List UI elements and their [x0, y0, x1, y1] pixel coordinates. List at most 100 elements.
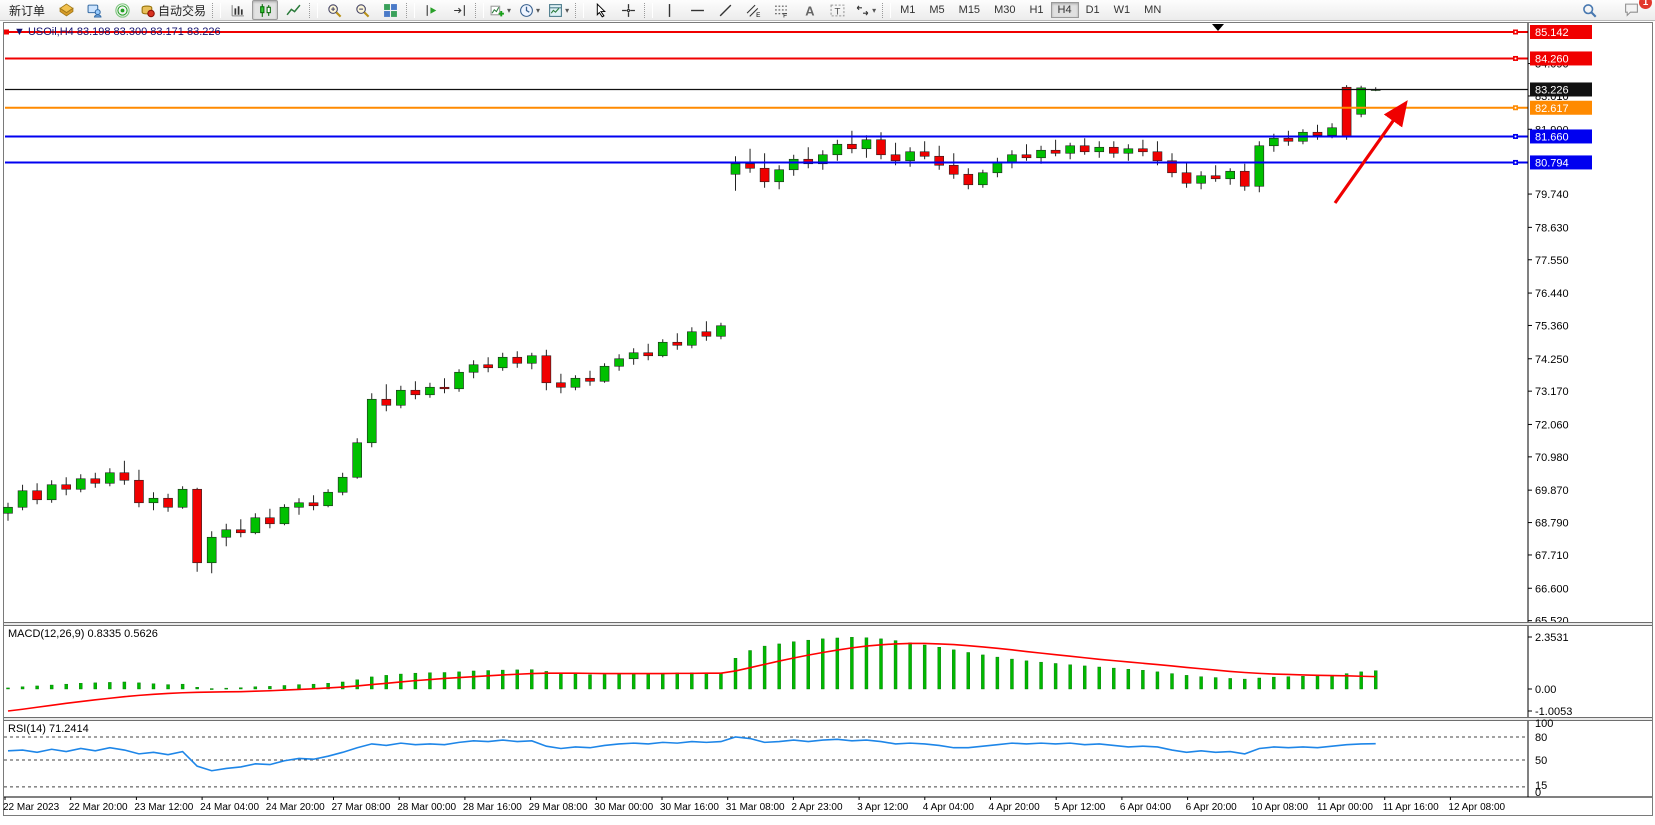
- line-handle-dot: [1514, 161, 1517, 164]
- macd-histogram-bar: [1286, 676, 1291, 690]
- timeframe-button-m5[interactable]: M5: [929, 4, 945, 16]
- time-tick-label: 31 Mar 08:00: [726, 802, 785, 813]
- candlestick-chart-icon[interactable]: [252, 0, 279, 20]
- candle: [352, 438, 363, 479]
- templates-icon[interactable]: ▾: [545, 0, 572, 20]
- candle: [46, 480, 57, 503]
- candle-body-bull: [1065, 145, 1075, 154]
- text-icon[interactable]: A: [796, 0, 822, 20]
- new-order-button[interactable]: 新订单: [3, 0, 51, 20]
- chat-notifications-button[interactable]: 1: [1617, 0, 1652, 20]
- candle-body-bull: [861, 139, 872, 150]
- periods-icon[interactable]: ▾: [516, 0, 543, 20]
- macd-histogram-bar: [137, 682, 141, 690]
- macd-histogram-bar: [1373, 670, 1378, 690]
- zoom-out-icon[interactable]: [349, 0, 375, 20]
- crosshair-icon[interactable]: [615, 0, 641, 20]
- candle: [221, 523, 232, 547]
- shapes-icon[interactable]: ▾: [852, 0, 879, 20]
- timeframe-button-m1[interactable]: M1: [900, 4, 916, 16]
- vertical-line-icon[interactable]: [656, 0, 682, 20]
- indicators-icon-dropdown-arrow[interactable]: ▾: [507, 5, 512, 15]
- candle: [599, 363, 610, 383]
- timeframe-button-h4[interactable]: H4: [1050, 2, 1079, 18]
- candle-body-bear: [876, 139, 886, 156]
- search-icon[interactable]: [1576, 0, 1602, 20]
- market-watch-icon[interactable]: [53, 0, 79, 20]
- timeframe-button-w1[interactable]: W1: [1113, 4, 1131, 16]
- line-handle-dot: [1514, 57, 1517, 60]
- navigator-icon[interactable]: [81, 0, 107, 20]
- indicators-icon[interactable]: ▾: [487, 0, 514, 20]
- candle: [1065, 142, 1075, 160]
- templates-icon-dropdown-arrow[interactable]: ▾: [565, 5, 570, 15]
- time-tick-label: 5 Apr 12:00: [1054, 802, 1106, 813]
- trendline-icon[interactable]: [712, 0, 738, 20]
- time-tick-label: 22 Mar 2023: [3, 802, 60, 813]
- candle-body-bear: [1021, 154, 1032, 159]
- macd-histogram-bar: [64, 683, 68, 690]
- panel-splitter[interactable]: [4, 622, 1652, 626]
- candle: [759, 153, 770, 188]
- tile-windows-icon[interactable]: [377, 0, 403, 20]
- channel-icon[interactable]: E: [740, 0, 766, 20]
- panel-splitter[interactable]: [4, 717, 1652, 721]
- chart-canvas[interactable]: 84.09083.01081.90079.74078.63077.55076.4…: [0, 21, 1655, 825]
- candle-body-bull: [425, 386, 435, 396]
- candle: [1356, 85, 1366, 118]
- fibonacci-icon[interactable]: F: [768, 0, 794, 20]
- macd-histogram-bar: [1301, 676, 1305, 690]
- ohlc-toggle-icon[interactable]: ▼: [14, 26, 25, 38]
- macd-histogram-bar: [1097, 666, 1101, 690]
- horizontal-line-icon[interactable]: [684, 0, 710, 20]
- autotrading-button[interactable]: 自动交易: [137, 0, 209, 20]
- macd-histogram-bar: [297, 684, 301, 690]
- symbol-ohlc-header: ▼ USOil,H4 83.198 83.300 83.171 83.226: [14, 26, 221, 38]
- candle-body-bear: [1050, 149, 1061, 154]
- price-axis[interactable]: 84.09083.01081.90079.74078.63077.55076.4…: [1527, 23, 1592, 797]
- timeframe-button-h1[interactable]: H1: [1029, 4, 1044, 16]
- candle: [410, 381, 421, 400]
- candle-body-bear: [1167, 160, 1177, 174]
- candle: [206, 531, 217, 574]
- macd-histogram-bar: [1039, 661, 1043, 690]
- chat-icon[interactable]: [1618, 0, 1644, 20]
- candle-body-bear: [90, 478, 101, 484]
- macd-histogram-bar: [631, 673, 636, 690]
- macd-histogram-bar: [151, 683, 156, 690]
- candle: [1050, 139, 1061, 157]
- timeframe-button-d1[interactable]: D1: [1085, 4, 1100, 16]
- candle: [1254, 141, 1265, 193]
- text-label-icon[interactable]: T: [824, 0, 850, 20]
- candle-body-bull: [105, 472, 115, 484]
- chart-shift-marker[interactable]: [1212, 24, 1224, 31]
- shapes-icon-dropdown-arrow[interactable]: ▾: [872, 5, 877, 15]
- cursor-icon[interactable]: [587, 0, 613, 20]
- candle-body-bull: [221, 529, 232, 538]
- line-handle[interactable]: [4, 29, 9, 35]
- macd-signal-line: [7, 642, 1376, 712]
- candle-body-bull: [352, 442, 363, 478]
- timeframe-button-mn[interactable]: MN: [1144, 4, 1162, 16]
- bar-chart-icon[interactable]: [224, 0, 250, 20]
- timeframe-button-m15[interactable]: M15: [958, 4, 981, 16]
- line-handle-dot: [1514, 135, 1517, 138]
- autoscroll-icon[interactable]: [418, 0, 444, 20]
- line-chart-icon[interactable]: [280, 0, 306, 20]
- candle: [308, 495, 319, 511]
- candle: [396, 385, 406, 409]
- candle: [265, 508, 275, 529]
- chat-unread-badge: 1: [1639, 0, 1652, 9]
- macd-histogram-bar: [922, 644, 927, 690]
- chart-shift-icon[interactable]: [446, 0, 472, 20]
- timeframe-button-m30[interactable]: M30: [994, 4, 1016, 16]
- macd-histogram-bar: [268, 686, 272, 690]
- candle: [323, 489, 333, 508]
- zoom-in-icon[interactable]: [321, 0, 347, 20]
- macd-histogram-bar: [966, 652, 970, 690]
- candle: [366, 393, 377, 448]
- annotation-arrow[interactable]: [1333, 100, 1408, 204]
- periods-icon-dropdown-arrow[interactable]: ▾: [536, 5, 541, 15]
- time-axis[interactable]: 22 Mar 2023 22 Mar 20:00 23 Mar 12:00 24 Ma…: [3, 796, 1652, 813]
- signals-icon[interactable]: [109, 0, 135, 20]
